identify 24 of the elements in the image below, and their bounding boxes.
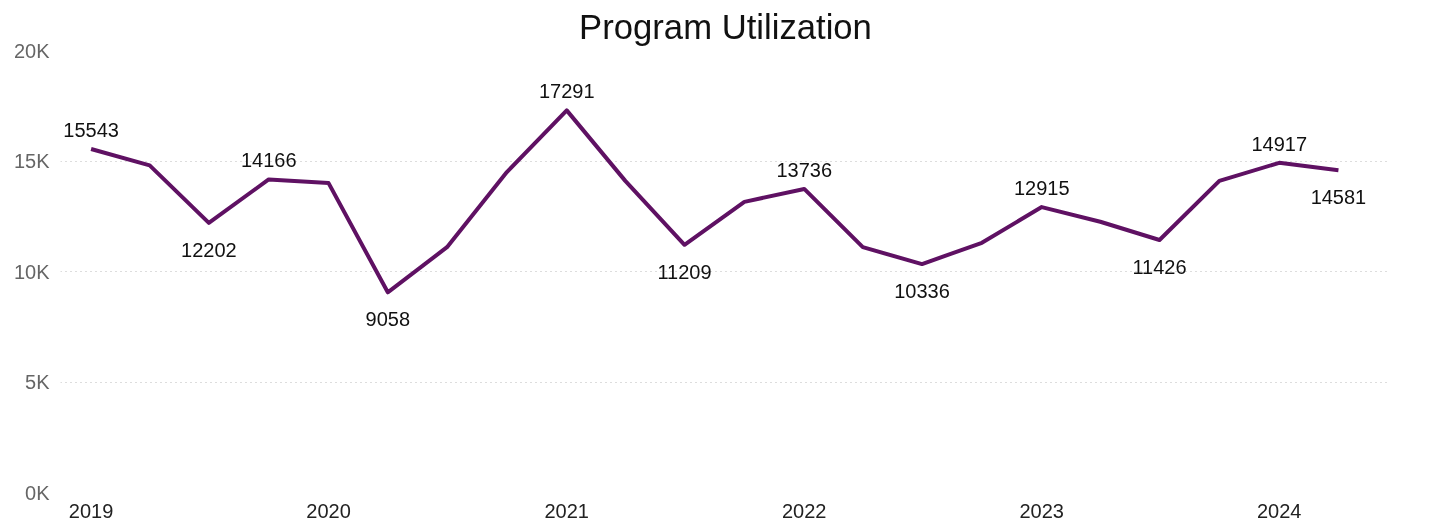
data-label: 14581 [1310,186,1367,209]
x-tick-label: 2021 [544,499,589,522]
chart-title: Program Utilization [579,7,872,46]
data-label: 11426 [1132,255,1187,278]
y-tick-label: 10K [13,260,51,283]
data-label: 14917 [1251,132,1308,155]
data-label: 15543 [63,119,119,141]
data-label: 17291 [538,80,595,103]
y-tick-label: 15K [13,150,51,172]
x-tick-label: 2019 [68,499,114,522]
data-label: 12915 [1013,177,1070,200]
x-tick-label: 2022 [781,499,827,522]
y-tick-label: 0K [25,481,51,504]
x-tick-label: 2020 [306,499,351,522]
x-tick-label: 2023 [1019,499,1064,522]
data-label: 9058 [365,308,411,331]
y-tick-label: 5K [25,371,51,393]
data-label: 13736 [776,158,833,181]
x-tick-label: 2024 [1256,499,1302,522]
data-label: 11209 [657,260,712,283]
data-label: 14166 [240,149,297,172]
y-tick-label: 20K [13,39,51,62]
data-label: 12202 [181,238,237,261]
data-label: 10336 [894,280,950,303]
